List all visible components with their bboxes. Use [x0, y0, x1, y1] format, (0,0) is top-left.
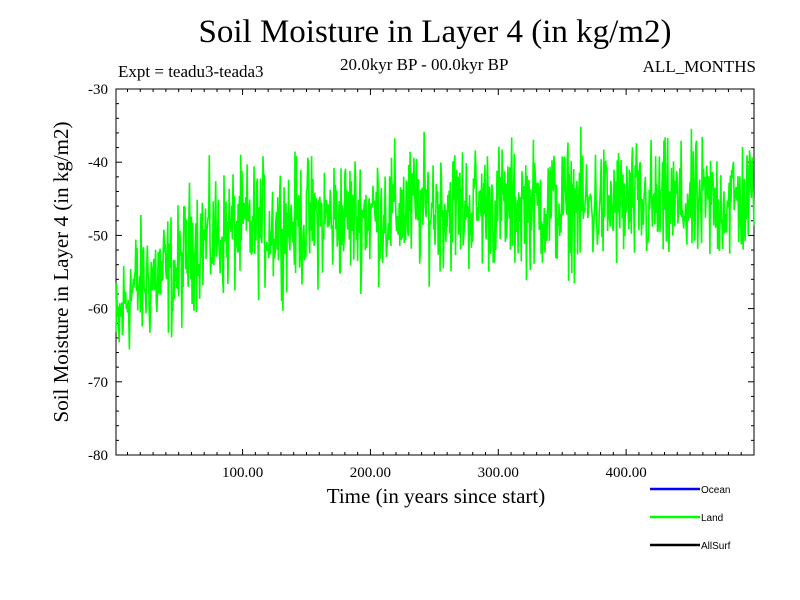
months-label: ALL_MONTHS	[642, 57, 756, 76]
x-tick-label: 200.00	[350, 465, 391, 481]
y-tick-label: -80	[88, 448, 108, 464]
series-line-land	[115, 126, 755, 350]
legend-label-allsurf: AllSurf	[701, 541, 731, 552]
y-tick-label: -70	[88, 375, 108, 391]
axis-ticks: -80 -70 -60 -50 -40 -30 100.00 200.00 300.00 400.…	[88, 82, 754, 481]
x-tick-label: 400.00	[606, 465, 647, 481]
chart-title: Soil Moisture in Layer 4 (in kg/m2)	[198, 14, 672, 50]
experiment-label: Expt = teadu3-teada3	[118, 62, 264, 81]
legend: Ocean Land AllSurf	[650, 485, 731, 552]
x-axis-label: Time (in years since start)	[327, 484, 546, 508]
legend-label-land: Land	[701, 513, 723, 524]
y-tick-label: -50	[88, 228, 108, 244]
x-tick-label: 300.00	[478, 465, 519, 481]
y-tick-label: -30	[88, 82, 108, 98]
plot-frame	[115, 88, 755, 456]
y-axis-label: Soil Moisture in Layer 4 (in kg/m2)	[49, 122, 73, 423]
y-tick-label: -60	[88, 302, 108, 318]
series-layer	[115, 126, 755, 350]
chart-subtitle: 20.0kyr BP - 00.0kyr BP	[340, 55, 509, 74]
legend-label-ocean: Ocean	[701, 485, 730, 496]
x-tick-label: 100.00	[222, 465, 263, 481]
y-tick-label: -40	[88, 155, 108, 171]
